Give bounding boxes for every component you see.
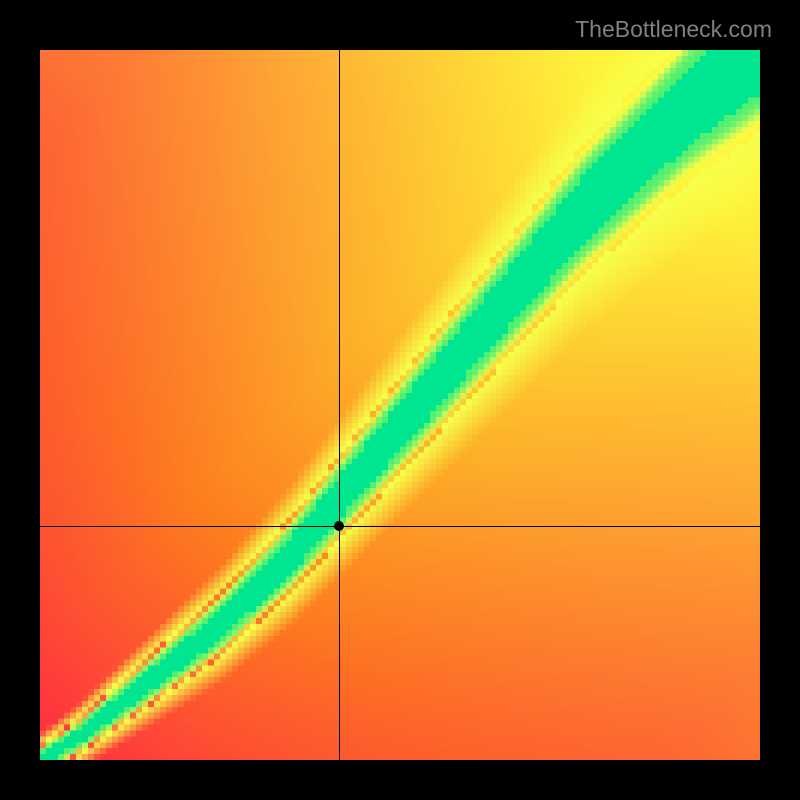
crosshair-vertical [339,50,340,760]
watermark-text: TheBottleneck.com [575,16,772,43]
bottleneck-heatmap [40,50,760,760]
crosshair-horizontal [40,526,760,527]
crosshair-marker [334,521,344,531]
